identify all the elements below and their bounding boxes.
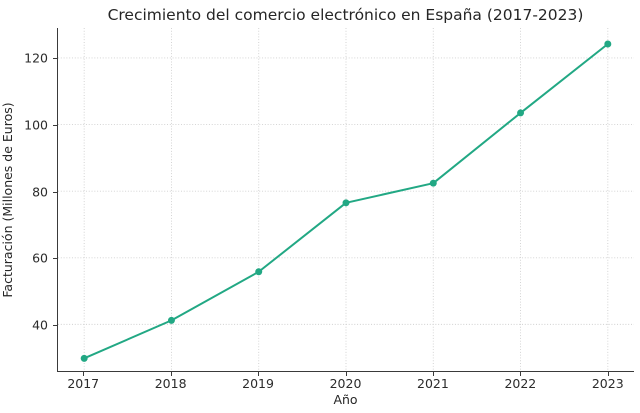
x-axis-tick-labels: 2017 2018 2019 2020 2021 2022 2023	[57, 372, 634, 394]
y-tick-label-40: 40	[32, 317, 48, 333]
x-tick-mark-2018	[170, 372, 172, 376]
y-axis-tick-labels: 40 60 80 100 120	[0, 28, 48, 372]
x-tick-mark-2019	[258, 372, 260, 376]
x-tick-label-2018: 2018	[154, 376, 187, 391]
data-point-2018[interactable]	[167, 316, 175, 324]
x-tick-label-2022: 2022	[504, 376, 537, 391]
data-point-2022[interactable]	[517, 109, 525, 117]
data-point-2019[interactable]	[255, 268, 263, 276]
y-tick-mark-40	[53, 325, 57, 327]
y-tick-mark-60	[53, 258, 57, 260]
y-tick-label-60: 60	[32, 250, 48, 266]
data-series-line	[80, 40, 612, 362]
y-tick-mark-80	[53, 191, 57, 193]
x-tick-mark-2022	[520, 372, 522, 376]
x-tick-label-2020: 2020	[329, 376, 362, 391]
y-tick-mark-120	[53, 58, 57, 60]
x-tick-mark-2020	[345, 372, 347, 376]
x-tick-label-2021: 2021	[417, 376, 449, 391]
chart-title: Crecimiento del comercio electrónico en …	[107, 6, 584, 24]
x-tick-label-2023: 2023	[591, 376, 624, 391]
x-tick-mark-2021	[432, 372, 434, 376]
data-point-2021[interactable]	[429, 179, 437, 187]
x-tick-mark-2017	[83, 372, 85, 376]
y-tick-label-100: 100	[24, 117, 48, 133]
x-tick-mark-2023	[607, 372, 609, 376]
x-tick-label-2019: 2019	[242, 376, 274, 391]
y-tick-mark-100	[53, 124, 57, 126]
y-tick-label-120: 120	[24, 50, 48, 66]
data-point-2023[interactable]	[604, 40, 612, 48]
x-tick-label-2017: 2017	[67, 376, 100, 391]
y-tick-label-80: 80	[32, 184, 48, 200]
gridlines	[58, 28, 634, 371]
plot-area	[57, 28, 634, 372]
x-axis-title: Año	[333, 392, 358, 407]
data-point-2020[interactable]	[342, 199, 350, 207]
data-point-2017[interactable]	[80, 354, 88, 362]
